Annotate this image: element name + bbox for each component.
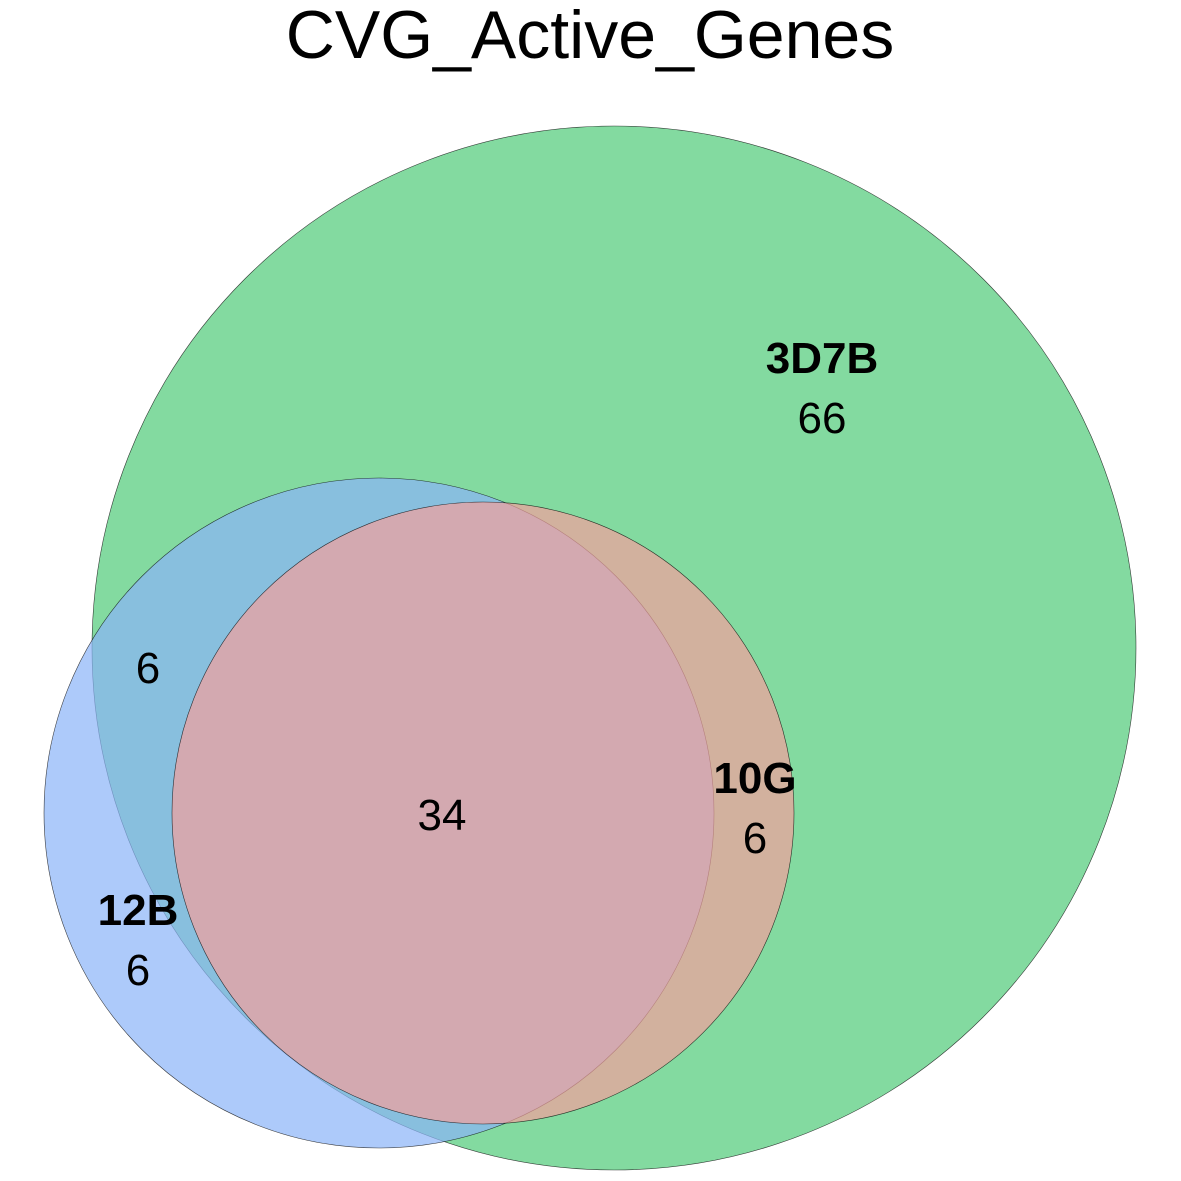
set-label-3d7b: 3D7B [766,334,879,383]
set-label-10g: 10G [713,754,796,803]
set-circle-10g [171,501,795,1125]
set-label-12b: 12B [98,886,179,935]
count-3d7b-only: 66 [798,394,847,443]
count-10g: 6 [743,814,767,863]
count-12b: 6 [126,946,150,995]
count-all-three: 34 [418,791,467,840]
diagram-title: CVG_Active_Genes [286,0,895,73]
count-3d7b-12b: 6 [136,644,160,693]
